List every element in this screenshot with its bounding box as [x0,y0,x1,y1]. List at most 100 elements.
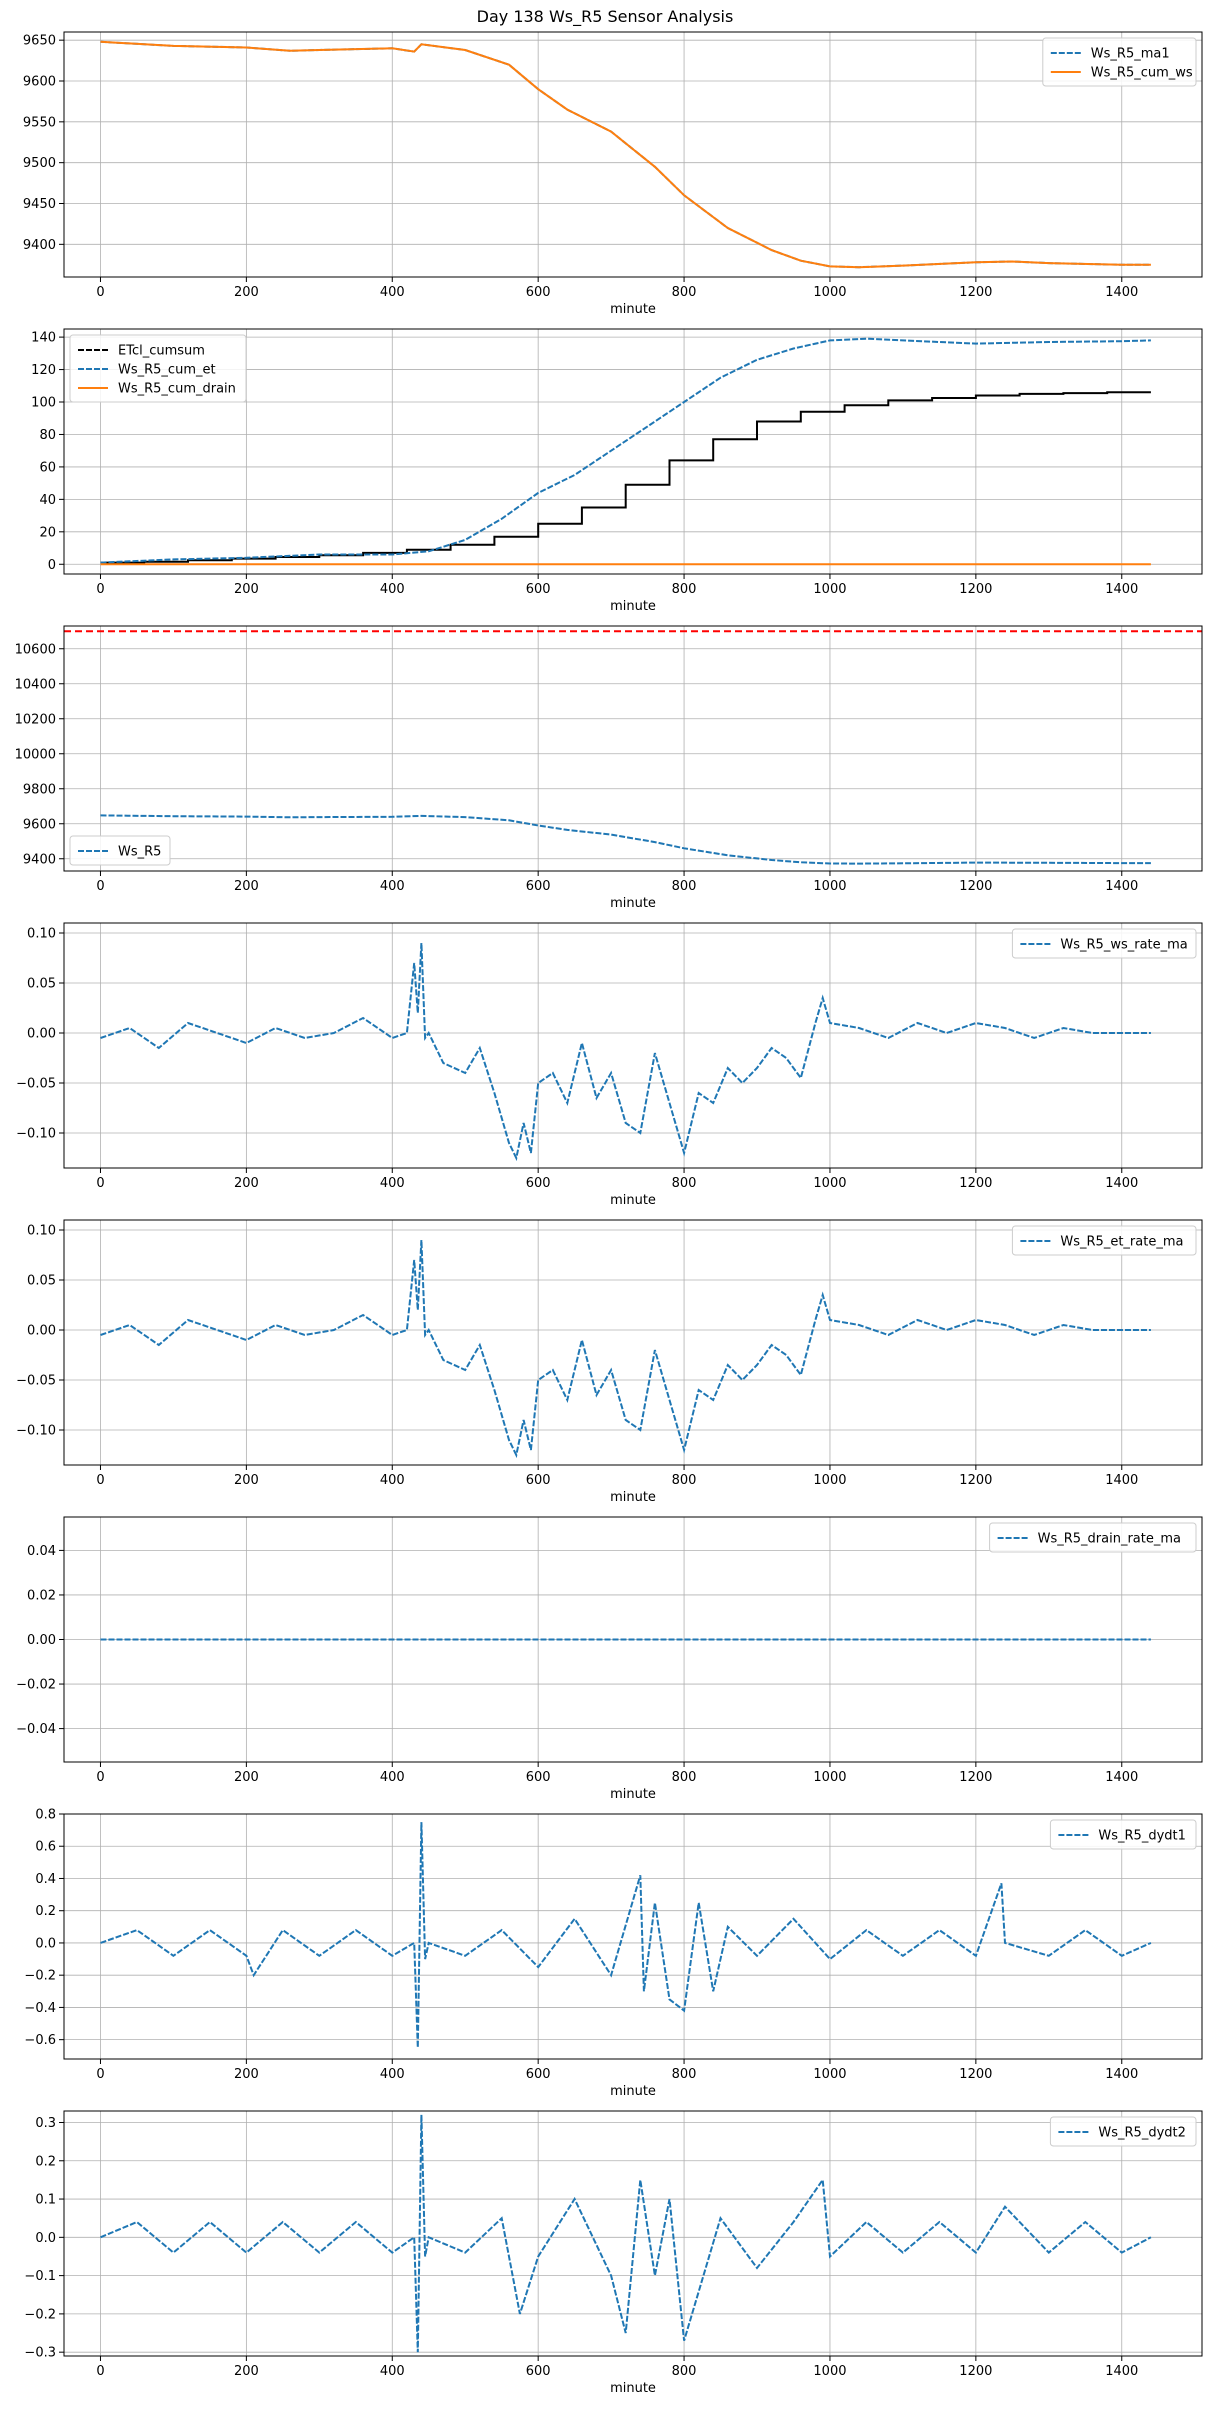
y-tick-label: −0.05 [16,1374,56,1389]
chart-panel-8: 0 200 400 600 800 1000 1200 1400 −0.3 −0.2 −0.1 0.0… [24,2110,1203,2396]
y-tick-label: 9450 [23,197,56,212]
legend-label: Ws_R5_dydt2 [1098,2126,1186,2141]
y-tick-label: −0.10 [16,1424,56,1439]
legend-box [1049,2116,1197,2147]
x-tick-label: 1000 [813,2364,846,2379]
y-tick-label: 9400 [23,238,56,253]
y-tick-label: 40 [39,493,56,508]
x-tick-label: 0 [96,582,104,597]
series-line-Ws_R5_dydt2 [100,2114,1152,2353]
legend: ETcl_cumsum Ws_R5_cum_et Ws_R5_cum_drain [69,334,247,403]
x-tick-label: 0 [96,1473,104,1488]
chart-panel-5: 0 200 400 600 800 1000 1200 1400 −0.10 −0.05 0.00 0… [16,1219,1203,1505]
x-tick-label: 400 [380,2067,405,2082]
x-tick-label: 0 [96,879,104,894]
x-tick-label: 200 [234,879,259,894]
x-tick-label: 800 [672,2364,697,2379]
x-tick-label: 1400 [1105,2364,1138,2379]
y-tick-label: 0.2 [35,1904,56,1919]
chart-panel-3: 0 200 400 600 800 1000 1200 1400 9400 9600 9800 100… [15,625,1203,911]
x-axis-label: minute [610,302,656,317]
chart-panel-2: 0 200 400 600 800 1000 1200 1400 0 20 40 60 80 100 120… [31,328,1203,614]
legend-label: Ws_R5_drain_rate_ma [1038,1532,1181,1547]
y-tick-label: −0.04 [16,1722,56,1737]
y-tick-label: −0.2 [24,2307,56,2322]
legend-box [1011,928,1197,959]
x-tick-label: 400 [380,2364,405,2379]
y-tick-label: 20 [39,525,56,540]
x-tick-label: 600 [526,285,551,300]
y-tick-label: 0.1 [35,2193,56,2208]
y-tick-label: 0.10 [27,1224,56,1239]
figure-title: Day 138 Ws_R5 Sensor Analysis [477,7,734,27]
x-tick-label: 200 [234,1176,259,1191]
plot-frame [63,1813,1203,2060]
y-tick-label: 0.00 [27,1027,56,1042]
x-tick-label: 1200 [959,1770,992,1785]
x-tick-label: 200 [234,1770,259,1785]
y-tick-label: −0.6 [24,2033,56,2048]
y-tick-label: 10200 [15,712,56,727]
series-line-Ws_R5 [100,814,1151,865]
legend-label: Ws_R5_cum_drain [118,382,236,397]
y-tick-label: 0.6 [35,1840,56,1855]
x-tick-label: 800 [672,2067,697,2082]
x-tick-label: 1200 [959,285,992,300]
plot-frame [63,2110,1203,2357]
plot-frame [63,328,1203,575]
x-tick-label: 0 [96,2067,104,2082]
y-tick-label: 0.3 [35,2116,56,2131]
y-tick-label: −0.1 [24,2269,56,2284]
series-line-Ws_R5_et_rate_ma [100,1239,1151,1459]
legend-box [1042,37,1197,87]
x-tick-label: 0 [96,2364,104,2379]
x-tick-label: 1000 [813,1176,846,1191]
y-tick-label: 0.00 [27,1633,56,1648]
legend-label: Ws_R5_et_rate_ma [1060,1235,1183,1250]
x-axis-label: minute [610,2084,656,2099]
chart-panel-6: 0 200 400 600 800 1000 1200 1400 −0.04 −0.02 0.00 0… [16,1516,1203,1802]
x-tick-label: 200 [234,2067,259,2082]
x-tick-label: 400 [380,879,405,894]
series-line-Ws_R5_cum_ws [100,40,1151,269]
y-tick-label: 0.04 [27,1544,56,1559]
x-tick-label: 600 [526,582,551,597]
y-tick-label: −0.3 [24,2346,56,2361]
y-tick-label: −0.05 [16,1077,56,1092]
series-line-ETcl_cumsum [100,391,1151,564]
x-tick-label: 1000 [813,1770,846,1785]
legend-box [1011,1225,1197,1256]
x-axis-label: minute [610,599,656,614]
x-axis-label: minute [610,1490,656,1505]
x-tick-label: 800 [672,1473,697,1488]
legend: Ws_R5_et_rate_ma [1011,1225,1197,1256]
y-tick-label: 10600 [15,642,56,657]
y-tick-label: 0.05 [27,1274,56,1289]
x-tick-label: 1200 [959,2364,992,2379]
series-line-Ws_R5_ma1 [100,40,1151,269]
y-tick-label: 0.02 [27,1588,56,1603]
x-tick-label: 800 [672,582,697,597]
x-tick-label: 1400 [1105,1770,1138,1785]
series-line-Ws_R5_ws_rate_ma [100,942,1151,1162]
x-tick-label: 600 [526,1473,551,1488]
x-tick-label: 600 [526,1176,551,1191]
legend-box [69,835,171,866]
y-tick-label: 9600 [23,817,56,832]
y-tick-label: 9650 [23,34,56,49]
x-tick-label: 1200 [959,582,992,597]
x-tick-label: 1200 [959,2067,992,2082]
plot-frame [63,625,1203,872]
x-axis-label: minute [610,2381,656,2396]
x-tick-label: 1000 [813,285,846,300]
y-tick-label: 0.05 [27,977,56,992]
x-tick-label: 1400 [1105,1176,1138,1191]
y-tick-label: 0.00 [27,1324,56,1339]
y-tick-label: 80 [39,428,56,443]
y-tick-label: 9800 [23,782,56,797]
x-tick-label: 1000 [813,879,846,894]
x-tick-label: 0 [96,1176,104,1191]
legend: Ws_R5_dydt2 [1049,2116,1197,2147]
x-tick-label: 200 [234,285,259,300]
y-tick-label: 9500 [23,156,56,171]
